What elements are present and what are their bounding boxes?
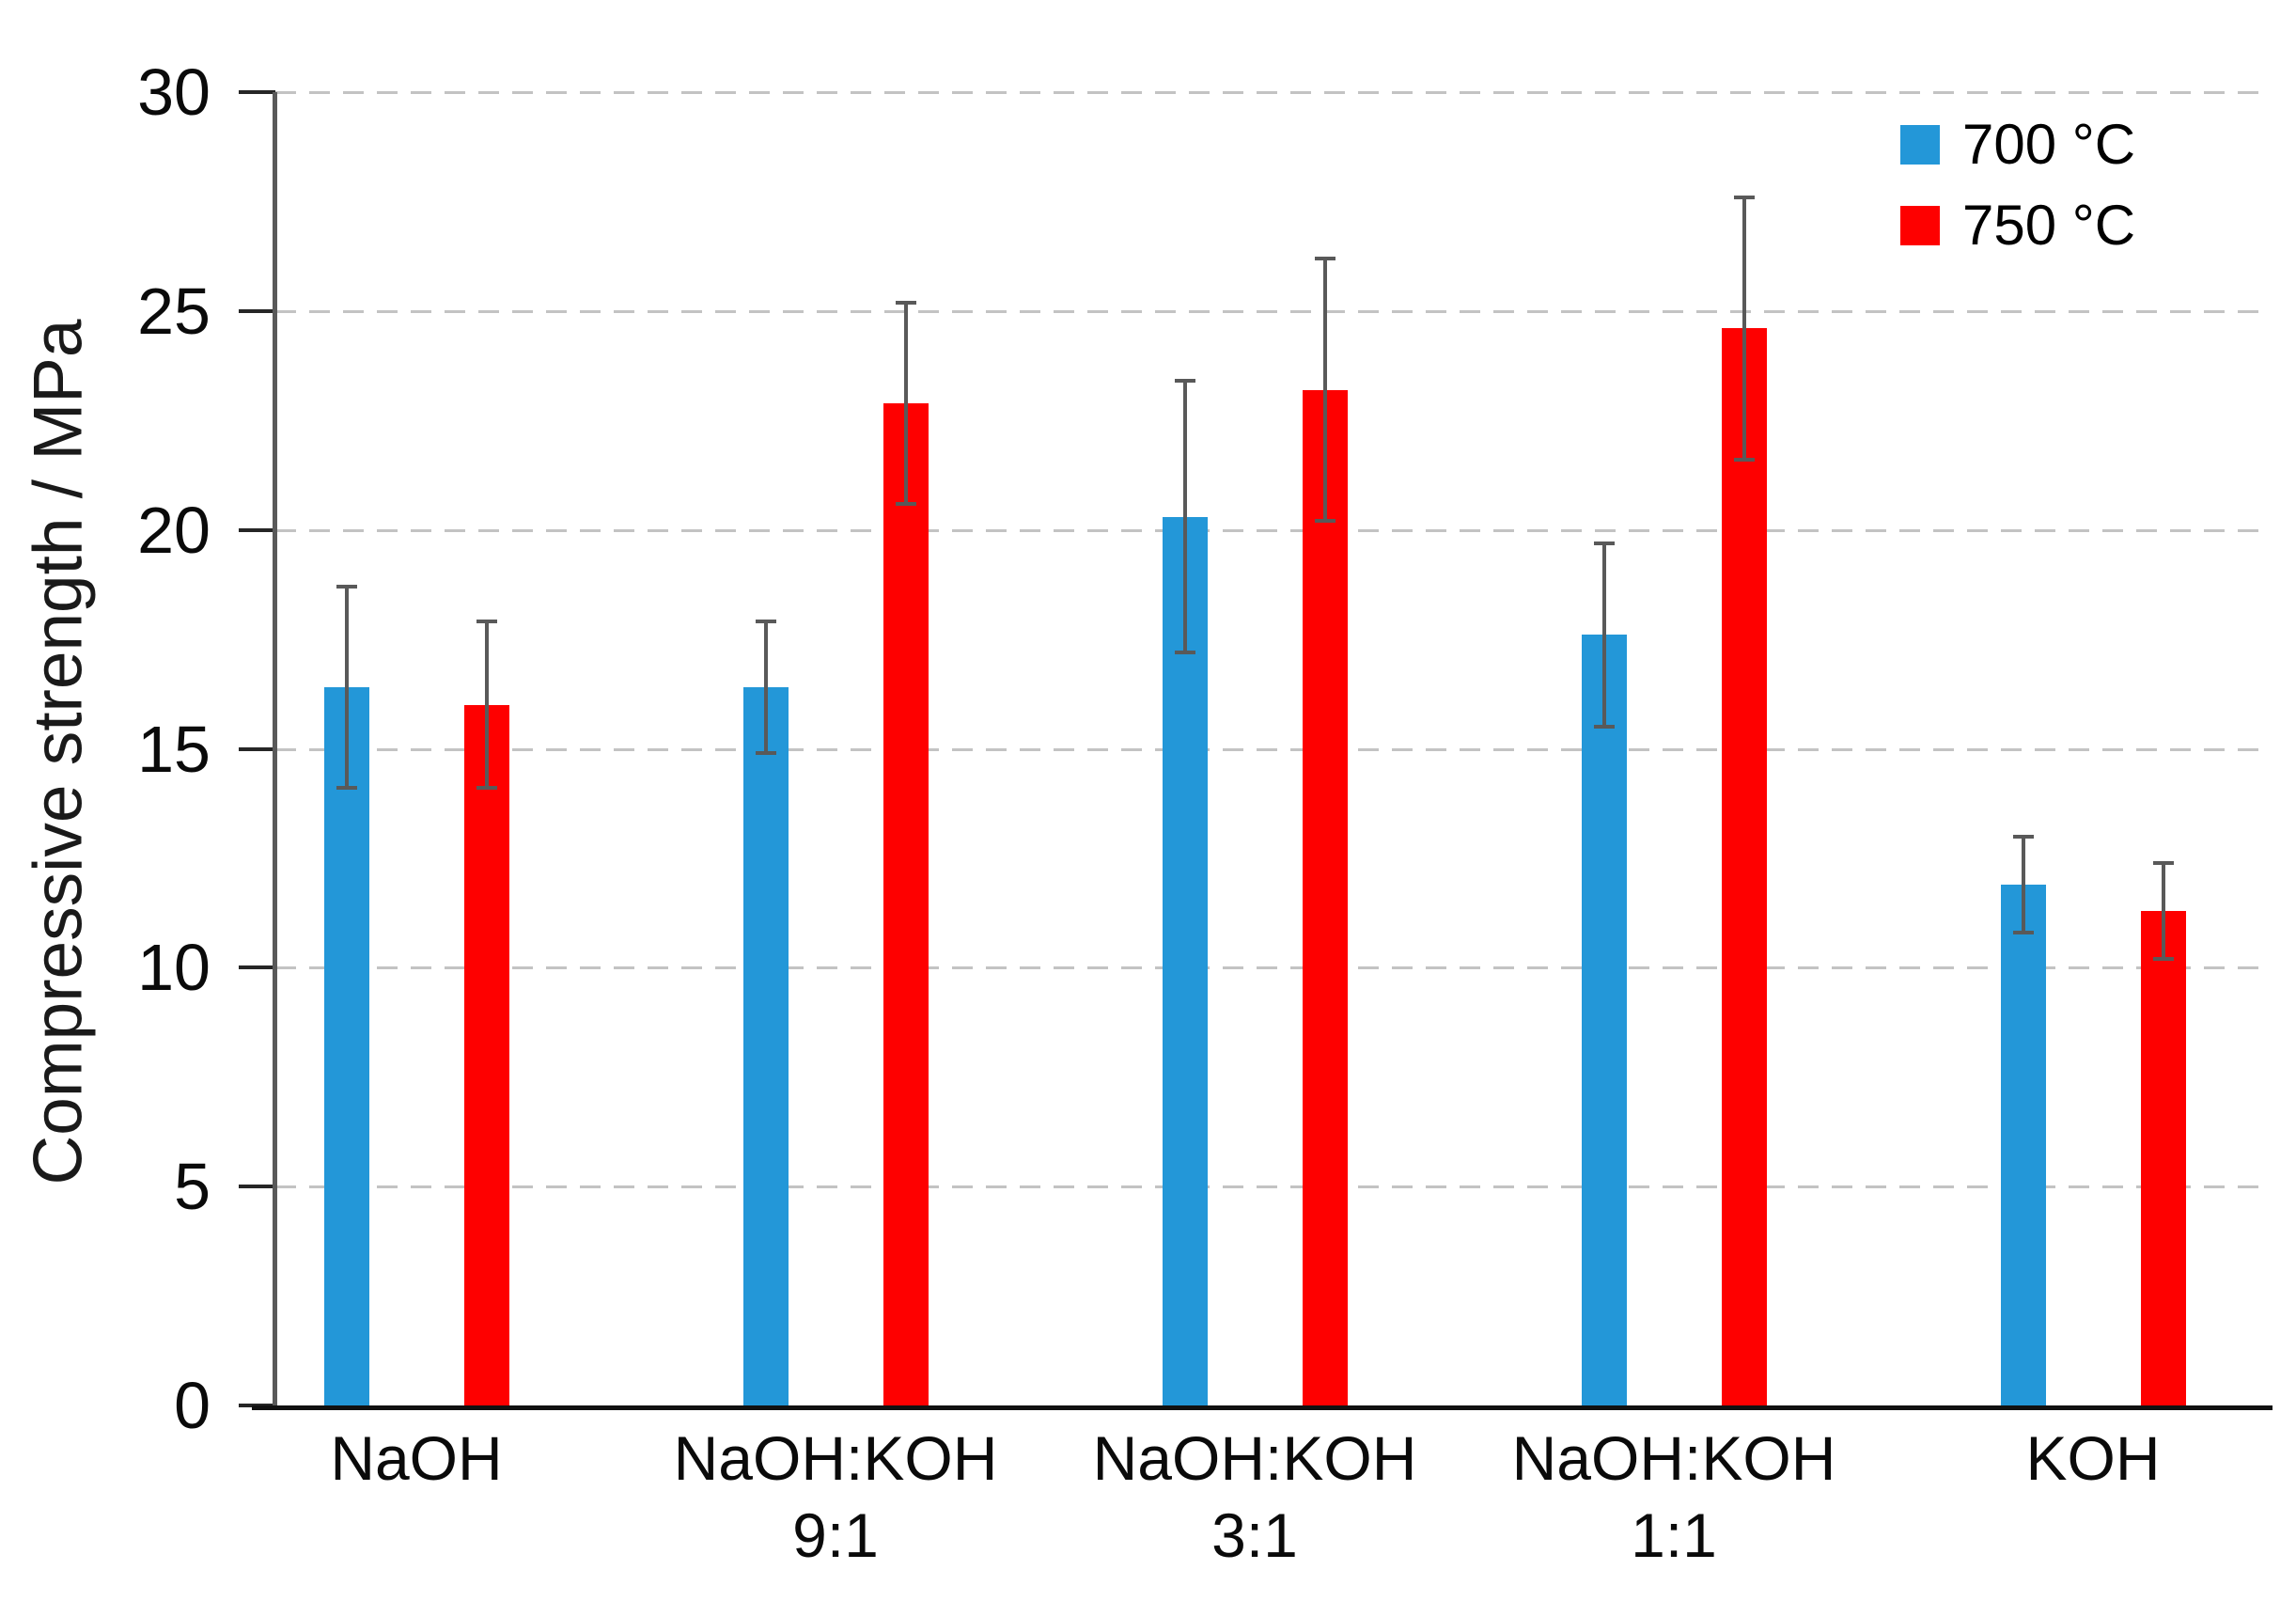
error-bar-cap-bottom — [1733, 458, 1755, 463]
error-bar — [1322, 258, 1327, 522]
y-tick-label-10: 10 — [137, 931, 211, 1005]
legend-swatch-750c-icon — [1900, 206, 1940, 245]
error-bar — [1742, 196, 1746, 461]
bar-750°C-NaOH — [463, 704, 509, 1405]
y-tick-mark-20 — [239, 527, 275, 532]
y-tick-mark-25 — [239, 308, 275, 313]
error-bar-cap-bottom — [1314, 519, 1335, 524]
error-bar-cap-bottom — [2012, 931, 2034, 935]
legend: 700 °C 750 °C — [1900, 117, 2135, 254]
x-category-label-line1: NaOH:KOH — [673, 1423, 998, 1493]
y-tick-mark-15 — [239, 746, 275, 751]
bar-700°C-NaOH:KOH-1:1 — [1581, 635, 1627, 1405]
y-axis-line — [273, 92, 277, 1410]
legend-label-700c: 700 °C — [1962, 113, 2136, 176]
y-tick-label-0: 0 — [174, 1369, 211, 1442]
bar-700°C-NaOH:KOH-3:1 — [1162, 516, 1208, 1405]
x-category-label-NaOH:KOH-9:1: NaOH:KOH 9:1 — [619, 1420, 1052, 1574]
error-bar-cap-top — [1733, 195, 1755, 199]
legend-label-750c: 750 °C — [1962, 194, 2136, 257]
error-bar-cap-top — [895, 300, 916, 305]
error-bar-cap-bottom — [755, 751, 776, 756]
x-category-label-line1: NaOH:KOH — [1092, 1423, 1417, 1493]
x-category-label-KOH: KOH — [1877, 1420, 2296, 1497]
bar-750°C-NaOH:KOH-3:1 — [1302, 389, 1348, 1405]
gridline-20 — [275, 528, 2267, 532]
bar-700°C-KOH — [2000, 884, 2046, 1405]
error-bar — [903, 302, 908, 504]
x-axis-line — [252, 1405, 2273, 1410]
error-bar-cap-bottom — [1593, 725, 1615, 730]
x-category-label-line1: NaOH — [330, 1423, 503, 1493]
error-bar-cap-top — [755, 620, 776, 624]
y-tick-mark-5 — [239, 1185, 275, 1189]
y-tick-label-25: 25 — [137, 274, 211, 348]
bar-750°C-NaOH:KOH-1:1 — [1721, 328, 1767, 1405]
error-bar-cap-top — [336, 585, 357, 589]
bar-700°C-NaOH — [323, 687, 369, 1405]
bar-750°C-NaOH:KOH-9:1 — [882, 402, 929, 1405]
y-tick-label-20: 20 — [137, 493, 211, 567]
error-bar — [763, 621, 768, 754]
error-bar-cap-bottom — [476, 786, 497, 791]
x-category-label-NaOH: NaOH — [200, 1420, 633, 1497]
error-bar-cap-top — [1174, 379, 1195, 384]
x-category-label-line2: 3:1 — [1211, 1500, 1298, 1570]
error-bar — [1182, 381, 1187, 653]
error-bar-cap-top — [2012, 834, 2034, 839]
y-tick-label-5: 5 — [174, 1150, 211, 1224]
gridline-10 — [275, 966, 2267, 970]
error-bar — [1601, 542, 1606, 728]
error-bar-cap-top — [1314, 256, 1335, 260]
error-bar-cap-top — [1593, 541, 1615, 545]
error-bar-cap-bottom — [1174, 651, 1195, 655]
error-bar — [2161, 862, 2165, 959]
x-category-label-NaOH:KOH-3:1: NaOH:KOH 3:1 — [1039, 1420, 1471, 1574]
gridline-15 — [275, 747, 2267, 751]
error-bar — [484, 621, 489, 789]
error-bar-cap-top — [476, 620, 497, 624]
x-category-label-line1: NaOH:KOH — [1511, 1423, 1836, 1493]
error-bar — [344, 587, 349, 789]
legend-swatch-700c-icon — [1900, 125, 1940, 165]
gridline-5 — [275, 1185, 2267, 1189]
x-category-label-line1: KOH — [2025, 1423, 2161, 1493]
error-bar — [2021, 836, 2025, 934]
x-category-label-line2: 9:1 — [792, 1500, 879, 1570]
y-tick-label-30: 30 — [137, 55, 211, 129]
legend-item-750c: 750 °C — [1900, 197, 2135, 254]
legend-item-700c: 700 °C — [1900, 117, 2135, 173]
error-bar-cap-bottom — [895, 501, 916, 506]
gridline-25 — [275, 309, 2267, 313]
gridline-30 — [275, 91, 2267, 94]
y-tick-label-15: 15 — [137, 712, 211, 786]
y-tick-mark-30 — [239, 90, 275, 94]
error-bar-cap-bottom — [2152, 957, 2174, 962]
x-category-label-line2: 1:1 — [1631, 1500, 1717, 1570]
error-bar-cap-bottom — [336, 786, 357, 791]
x-category-label-NaOH:KOH-1:1: NaOH:KOH 1:1 — [1458, 1420, 1890, 1574]
bar-700°C-NaOH:KOH-9:1 — [742, 687, 789, 1405]
error-bar-cap-top — [2152, 860, 2174, 865]
bar-750°C-KOH — [2140, 910, 2186, 1405]
y-tick-mark-10 — [239, 965, 275, 970]
